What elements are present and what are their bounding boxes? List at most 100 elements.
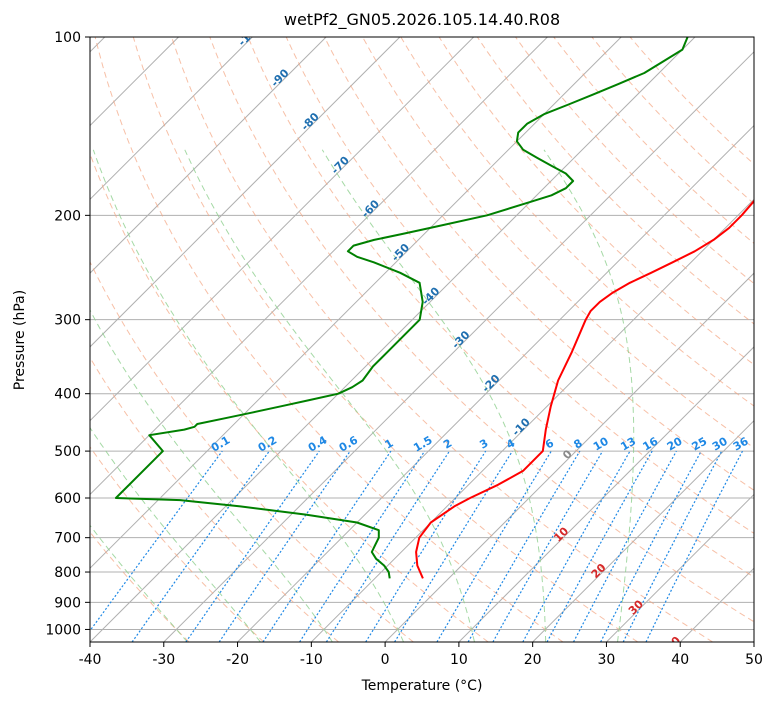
y-tick-label: 200: [54, 208, 81, 224]
mixing-ratio-line: [365, 450, 487, 642]
isotherm-line: [237, 124, 754, 642]
mixing-ratio-line: [572, 450, 677, 642]
x-tick-label: 0: [381, 652, 390, 668]
dry-adiabat: [171, 37, 713, 642]
isotherm-line: [532, 419, 754, 642]
x-tick-label: 30: [598, 652, 616, 668]
y-tick-label: 100: [54, 30, 81, 46]
dry-adiabat: [591, 37, 754, 205]
isotherm-label: -50: [389, 241, 412, 264]
isotherm-label: -80: [299, 110, 322, 133]
isotherm-label: -90: [268, 66, 291, 89]
x-tick-label: -10: [300, 652, 323, 668]
mixing-ratio-line: [600, 450, 702, 642]
x-tick-label: 10: [450, 652, 468, 668]
isotherm-line: [90, 37, 401, 348]
isotherm-line: [90, 37, 696, 642]
isotherm-line: [384, 272, 754, 642]
reference-lines: [0, 37, 754, 642]
dry-adiabat: [90, 260, 414, 642]
isotherm-line: [163, 51, 754, 642]
temperature-profile-line: [415, 199, 754, 579]
isotherm-line: [90, 37, 179, 127]
isotherm-line: [90, 37, 548, 496]
x-tick-label: -30: [152, 652, 175, 668]
mixing-ratio-line: [325, 450, 451, 642]
y-tick-label: 500: [54, 444, 81, 460]
isotherm-label: -100: [236, 20, 265, 49]
dry-adiabat: [90, 356, 339, 642]
dry-adiabat: [400, 37, 754, 407]
y-tick-label: 900: [54, 595, 81, 611]
mixing-ratio-line: [218, 450, 351, 642]
mixing-ratio-line: [467, 450, 581, 642]
mixing-ratio-line: [492, 450, 604, 642]
dry-adiabat: [90, 152, 489, 642]
axes: -40 -30 -20 -10 0 10 20 30 40 50 100 200 300 400 500 60…: [45, 30, 763, 668]
x-tick-label: 20: [524, 652, 542, 668]
y-tick-label: 400: [54, 387, 81, 403]
dry-adiabat: [90, 531, 190, 642]
isotherm-line: [606, 493, 754, 642]
isotherm-label: 10: [551, 524, 571, 544]
dry-adiabat: [94, 37, 564, 642]
dry-adiabat: [90, 446, 265, 642]
y-tick-label: 700: [54, 531, 81, 547]
mixing-ratio-line: [546, 450, 653, 642]
y-tick-label: 800: [54, 565, 81, 581]
mixing-ratio-line: [522, 450, 631, 642]
reference-labels: 0.1 0.2 0.4 0.6 1 1.5 2 3 4 6 8 10 13 16 20 25 30 36-100-…: [209, 20, 751, 642]
isotherm-label: -20: [479, 372, 502, 395]
moist-adiabat: [92, 149, 405, 642]
mixing-ratio-label: 3: [477, 437, 490, 452]
moist-adiabat: [90, 426, 261, 642]
mixing-ratio-line: [299, 450, 426, 642]
mixing-ratio-line: [262, 450, 392, 642]
moist-adiabat: [321, 149, 547, 642]
x-tick-label: -40: [79, 652, 102, 668]
plot-frame: [89, 36, 755, 643]
isotherm-line: [90, 37, 106, 53]
data-series: [114, 37, 754, 579]
isotherm-line: [0, 37, 31, 642]
dry-adiabat: [323, 37, 754, 491]
dry-adiabat: [247, 37, 754, 578]
mixing-ratio-line: [185, 450, 320, 642]
moist-adiabat: [90, 309, 333, 642]
isotherm-line: [90, 37, 622, 569]
mixing-ratio-label: 4: [504, 436, 517, 451]
dewpoint-profile-line: [114, 37, 689, 579]
mixing-ratio-line: [436, 450, 552, 642]
y-tick-label: 300: [54, 313, 81, 329]
dry-adiabat: [362, 37, 754, 449]
x-tick-label: -20: [226, 652, 249, 668]
mixing-ratio-label: 2: [441, 437, 454, 452]
chart-title: wetPf2_GN05.2026.105.14.40.R08: [283, 10, 561, 29]
isotherm-line: [310, 198, 754, 642]
isotherm-line: [679, 567, 754, 642]
isotherm-label: -60: [359, 197, 382, 220]
dry-adiabat: [438, 37, 754, 366]
isotherm-label: 30: [626, 597, 646, 617]
isotherm-label: -70: [329, 154, 352, 177]
isotherm-line: [458, 346, 754, 642]
x-tick-label: 50: [745, 652, 763, 668]
dry-adiabat: [553, 37, 754, 245]
isotherm-label: -10: [510, 415, 533, 438]
isotherm-line: [90, 37, 327, 274]
mixing-ratio-line: [90, 450, 223, 632]
dry-adiabat: [629, 37, 754, 165]
x-axis-label: Temperature (°C): [361, 678, 483, 694]
isotherm-line: [753, 641, 754, 642]
moist-adiabat: [543, 149, 635, 642]
dry-adiabat: [515, 37, 754, 285]
mixing-ratio-line: [394, 450, 513, 642]
isotherm-line: [90, 37, 475, 422]
y-tick-label: 1000: [45, 622, 81, 638]
mixing-ratio-line: [131, 450, 270, 642]
x-tick-label: 40: [671, 652, 689, 668]
y-tick-label: 600: [54, 491, 81, 507]
dry-adiabat: [132, 37, 639, 642]
isotherm-label: 20: [589, 561, 609, 581]
